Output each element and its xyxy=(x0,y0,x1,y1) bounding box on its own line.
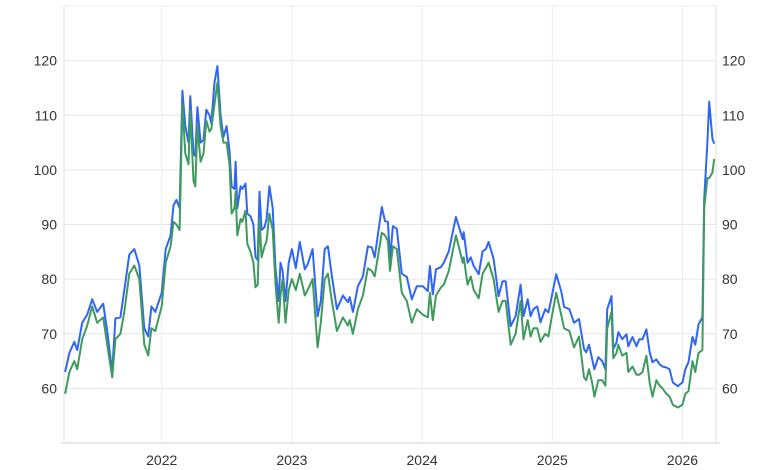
x-tick-label: 2025 xyxy=(537,452,568,468)
y-tick-label-left: 110 xyxy=(35,107,58,123)
y-tick-label-left: 70 xyxy=(41,326,57,342)
y-tick-label-right: 100 xyxy=(722,162,746,178)
y-tick-label-right: 90 xyxy=(722,217,738,233)
series-lines xyxy=(64,65,716,409)
x-tick-label: 2026 xyxy=(667,452,698,468)
y-tick-label-left: 100 xyxy=(34,162,58,178)
series-line-1 xyxy=(64,65,716,388)
y-tick-label-right: 120 xyxy=(722,53,746,69)
y-tick-label-right: 70 xyxy=(722,326,738,342)
y-tick-label-right: 80 xyxy=(722,271,738,287)
y-tick-label-left: 120 xyxy=(34,53,58,69)
x-tick-label: 2023 xyxy=(276,452,307,468)
y-tick-label-left: 90 xyxy=(41,217,57,233)
x-tick-label: 2024 xyxy=(407,452,438,468)
y-tick-label-left: 80 xyxy=(41,271,57,287)
x-tick-label: 2022 xyxy=(146,452,177,468)
y-tick-label-left: 60 xyxy=(41,380,57,396)
y-tick-label-right: 110 xyxy=(722,107,745,123)
series-line-2 xyxy=(64,81,716,409)
gridlines xyxy=(64,5,716,443)
y-tick-label-right: 60 xyxy=(722,380,738,396)
axes: 60 60 70 70 80 80 90 90 100 100 110 110 120 120 2022 20… xyxy=(34,6,746,468)
